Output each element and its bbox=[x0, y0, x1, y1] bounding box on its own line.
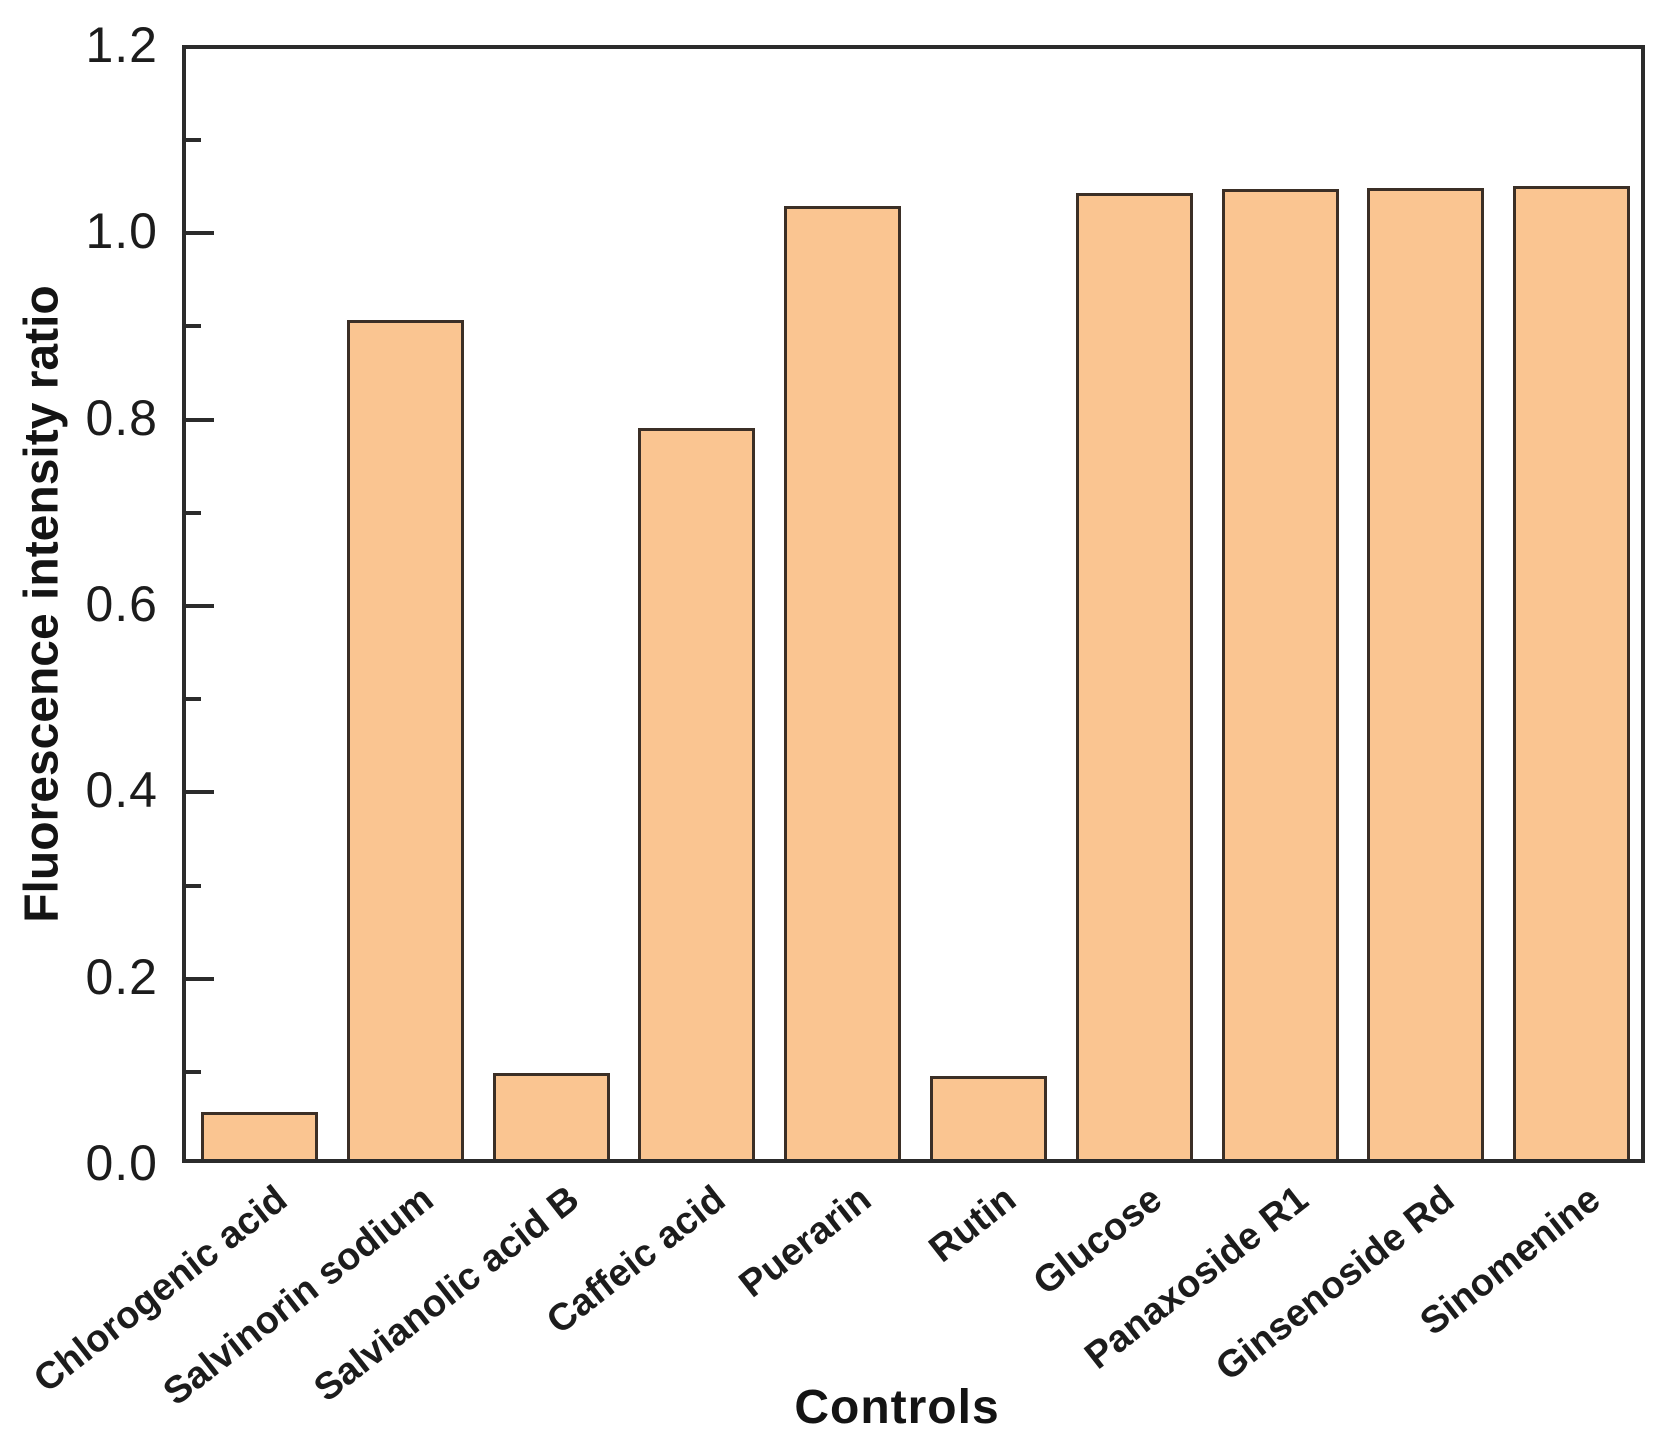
minor-tick bbox=[186, 697, 201, 701]
bar-panaxoside-r1 bbox=[1222, 189, 1339, 1159]
bar-chlorogenic-acid bbox=[201, 1112, 318, 1159]
major-tick bbox=[186, 977, 214, 981]
minor-tick bbox=[186, 138, 201, 142]
x-tick-label: Glucose bbox=[1025, 1178, 1170, 1304]
minor-tick bbox=[186, 1070, 201, 1074]
minor-tick bbox=[186, 324, 201, 328]
x-tick-label: Puerarin bbox=[731, 1178, 879, 1307]
x-tick-label: Ginsenoside Rd bbox=[1208, 1178, 1462, 1390]
bar-ginsenoside-rd bbox=[1367, 188, 1484, 1159]
minor-tick bbox=[186, 884, 201, 888]
bar-salvianolic-acid-b bbox=[493, 1073, 610, 1159]
y-tick-label: 1.0 bbox=[85, 203, 158, 259]
x-tick-label: Chlorogenic acid bbox=[26, 1178, 295, 1401]
major-tick bbox=[186, 418, 214, 422]
y-tick-label: 0.0 bbox=[85, 1135, 158, 1191]
y-tick-label: 0.2 bbox=[85, 949, 158, 1005]
bar-rutin bbox=[930, 1076, 1047, 1159]
x-axis-title: Controls bbox=[794, 1381, 1000, 1434]
x-tick-label: Salvianolic acid B bbox=[306, 1178, 587, 1411]
minor-tick bbox=[186, 511, 201, 515]
major-tick bbox=[186, 604, 214, 608]
y-tick-label: 1.2 bbox=[85, 17, 158, 73]
y-tick-label: 0.4 bbox=[85, 762, 158, 818]
bar-caffeic-acid bbox=[638, 428, 755, 1159]
bar-salvinorin-sodium bbox=[347, 320, 464, 1159]
bar-puerarin bbox=[784, 206, 901, 1159]
major-tick bbox=[186, 790, 214, 794]
y-tick-label: 0.6 bbox=[85, 576, 158, 632]
bar-glucose bbox=[1076, 193, 1193, 1159]
major-tick bbox=[186, 231, 214, 235]
bar-sinomenine bbox=[1513, 186, 1630, 1159]
x-tick-label: Rutin bbox=[921, 1178, 1024, 1271]
plot-area bbox=[182, 45, 1645, 1163]
y-tick-label: 0.8 bbox=[85, 390, 158, 446]
